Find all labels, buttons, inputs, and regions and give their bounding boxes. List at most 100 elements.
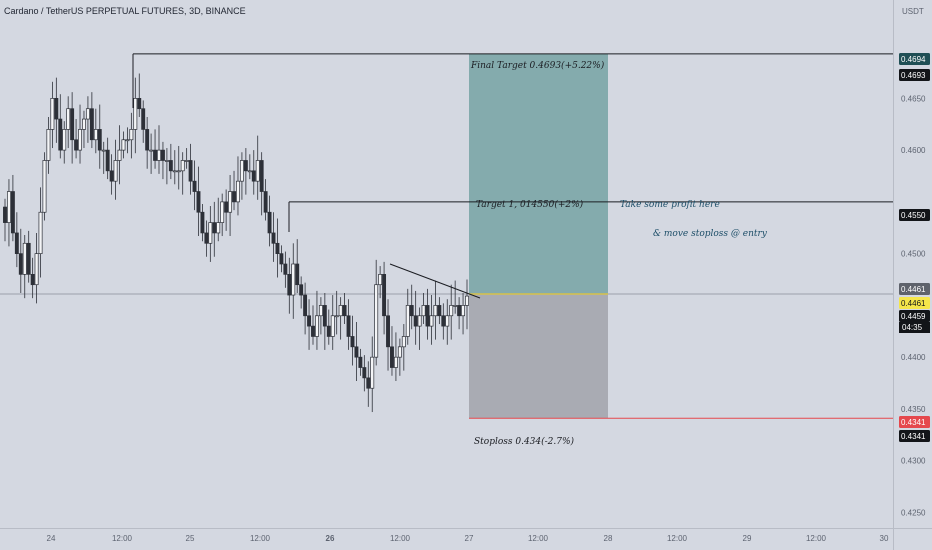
candle[interactable] — [46, 129, 51, 161]
candle[interactable] — [425, 305, 430, 327]
candle[interactable] — [267, 211, 272, 234]
candle[interactable] — [101, 149, 106, 152]
candle[interactable] — [239, 160, 244, 182]
candle[interactable] — [382, 274, 387, 317]
candle[interactable] — [109, 170, 114, 182]
candle[interactable] — [184, 160, 189, 162]
candle[interactable] — [208, 222, 213, 244]
candle[interactable] — [204, 232, 209, 244]
candle[interactable] — [82, 118, 86, 130]
candle[interactable] — [117, 149, 122, 161]
candle[interactable] — [346, 315, 351, 337]
candle[interactable] — [196, 191, 201, 213]
candle[interactable] — [113, 160, 118, 182]
candle[interactable] — [453, 305, 458, 307]
candle[interactable] — [330, 315, 335, 337]
candle[interactable] — [6, 191, 11, 223]
candle[interactable] — [413, 315, 418, 327]
candle[interactable] — [299, 284, 304, 296]
candle[interactable] — [224, 201, 229, 213]
candle[interactable] — [70, 108, 75, 141]
trend-line[interactable] — [389, 263, 481, 299]
candle[interactable] — [97, 129, 102, 151]
candle[interactable] — [172, 170, 177, 173]
candle[interactable] — [295, 263, 300, 286]
candle[interactable] — [326, 325, 331, 337]
candle[interactable] — [26, 242, 31, 275]
candle[interactable] — [366, 377, 371, 389]
candle[interactable] — [362, 367, 367, 379]
candle[interactable] — [405, 305, 410, 337]
candle[interactable] — [164, 160, 169, 162]
candle[interactable] — [85, 108, 90, 120]
candle[interactable] — [129, 129, 134, 141]
candle[interactable] — [421, 305, 426, 317]
candle[interactable] — [145, 129, 150, 151]
candle[interactable] — [200, 211, 205, 234]
candle[interactable] — [393, 356, 398, 368]
candle[interactable] — [74, 139, 79, 151]
candle[interactable] — [14, 232, 19, 254]
price-scale[interactable] — [893, 0, 932, 550]
candle[interactable] — [38, 211, 43, 254]
candle[interactable] — [89, 108, 94, 141]
target-zone[interactable] — [469, 53, 608, 295]
candle[interactable] — [358, 356, 363, 368]
candle[interactable] — [271, 232, 276, 244]
candle[interactable] — [66, 108, 71, 130]
candle[interactable] — [54, 98, 59, 120]
candle[interactable] — [303, 294, 308, 317]
candle[interactable] — [42, 160, 47, 213]
candle[interactable] — [30, 274, 35, 286]
candle[interactable] — [243, 160, 248, 172]
candle[interactable] — [125, 139, 130, 142]
candle[interactable] — [137, 98, 142, 110]
candle[interactable] — [307, 315, 312, 327]
candle[interactable] — [133, 98, 138, 130]
candle[interactable] — [251, 170, 256, 182]
candle[interactable] — [291, 263, 296, 296]
candle[interactable] — [338, 305, 343, 317]
candle[interactable] — [228, 191, 233, 213]
candle[interactable] — [350, 336, 355, 348]
candle[interactable] — [449, 305, 454, 317]
candle[interactable] — [188, 160, 193, 182]
candle[interactable] — [314, 315, 319, 337]
candle[interactable] — [149, 149, 154, 152]
candle[interactable] — [283, 263, 288, 275]
candle[interactable] — [429, 315, 434, 327]
candle[interactable] — [465, 295, 469, 306]
candle[interactable] — [263, 191, 268, 213]
candle[interactable] — [311, 325, 315, 337]
candle[interactable] — [18, 253, 23, 275]
candle[interactable] — [180, 160, 185, 172]
candle[interactable] — [236, 180, 240, 203]
candle[interactable] — [168, 160, 173, 172]
candle[interactable] — [342, 305, 347, 317]
candle[interactable] — [279, 253, 284, 265]
candle[interactable] — [157, 149, 161, 161]
candle[interactable] — [417, 315, 422, 327]
candle[interactable] — [354, 346, 359, 358]
candle[interactable] — [461, 305, 466, 317]
candle[interactable] — [216, 222, 221, 234]
candle[interactable] — [212, 222, 217, 234]
candle[interactable] — [386, 315, 390, 348]
candle[interactable] — [409, 305, 414, 317]
candle[interactable] — [78, 129, 82, 151]
stop-zone[interactable] — [469, 294, 608, 419]
candle[interactable] — [10, 191, 15, 234]
candle[interactable] — [390, 346, 394, 368]
candle[interactable] — [378, 274, 383, 286]
candle[interactable] — [374, 284, 379, 358]
candle[interactable] — [3, 206, 7, 223]
candle[interactable] — [433, 305, 438, 317]
candle[interactable] — [93, 129, 98, 141]
candle[interactable] — [232, 191, 236, 203]
candle[interactable] — [457, 305, 462, 317]
candle[interactable] — [105, 149, 110, 172]
candle[interactable] — [334, 315, 339, 318]
candle[interactable] — [192, 180, 197, 192]
candle[interactable] — [62, 129, 67, 151]
